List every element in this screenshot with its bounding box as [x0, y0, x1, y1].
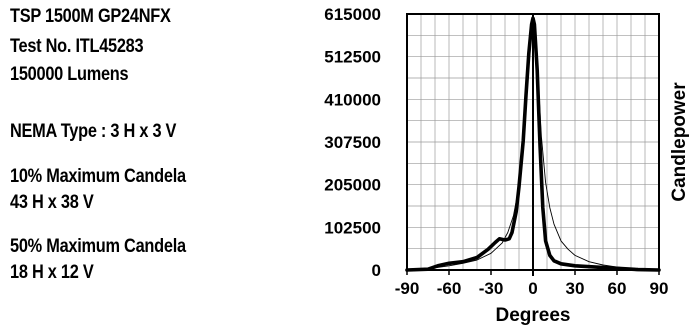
fifty-percent-value: 18 H x 12 V	[10, 262, 94, 283]
plot-frame	[406, 13, 660, 271]
lumens-label: 150000 Lumens	[10, 64, 129, 85]
y-tick-label: 205000	[324, 176, 381, 195]
x-tick-label: -90	[395, 279, 420, 298]
y-tick-labels: 0 102500 205000 307500 410000 512500 615000	[324, 5, 381, 280]
ten-percent-value: 43 H x 38 V	[10, 192, 94, 213]
test-number-label: Test No. ITL45283	[10, 36, 144, 57]
x-tick-label: 90	[650, 279, 669, 298]
x-axis-label: Degrees	[496, 305, 571, 326]
y-tick-label: 307500	[324, 133, 381, 152]
series-layer	[405, 16, 661, 272]
x-tick-labels: -90 -60 -30 0 30 60 90	[395, 270, 669, 298]
x-tick-label: 60	[608, 279, 627, 298]
y-tick-label: 102500	[324, 218, 381, 237]
x-tick-label: -30	[479, 279, 504, 298]
nema-type-label: NEMA Type : 3 H x 3 V	[10, 121, 177, 142]
y-tick-label: 410000	[324, 90, 381, 109]
x-tick-label: -60	[437, 279, 462, 298]
model-label: TSP 1500M GP24NFX	[10, 6, 171, 27]
y-tick-label: 0	[372, 261, 381, 280]
fifty-percent-title: 50% Maximum Candela	[10, 236, 186, 257]
y-tick-label: 512500	[324, 48, 381, 67]
x-tick-label: 30	[566, 279, 585, 298]
ten-percent-title: 10% Maximum Candela	[10, 166, 186, 187]
x-tick-label: 0	[528, 279, 537, 298]
series-line-thin	[406, 20, 660, 271]
chart-grid	[407, 14, 659, 276]
y-tick-label: 615000	[324, 5, 381, 24]
series-line-thick	[405, 16, 661, 272]
y-axis-label: Candlepower	[669, 82, 690, 202]
